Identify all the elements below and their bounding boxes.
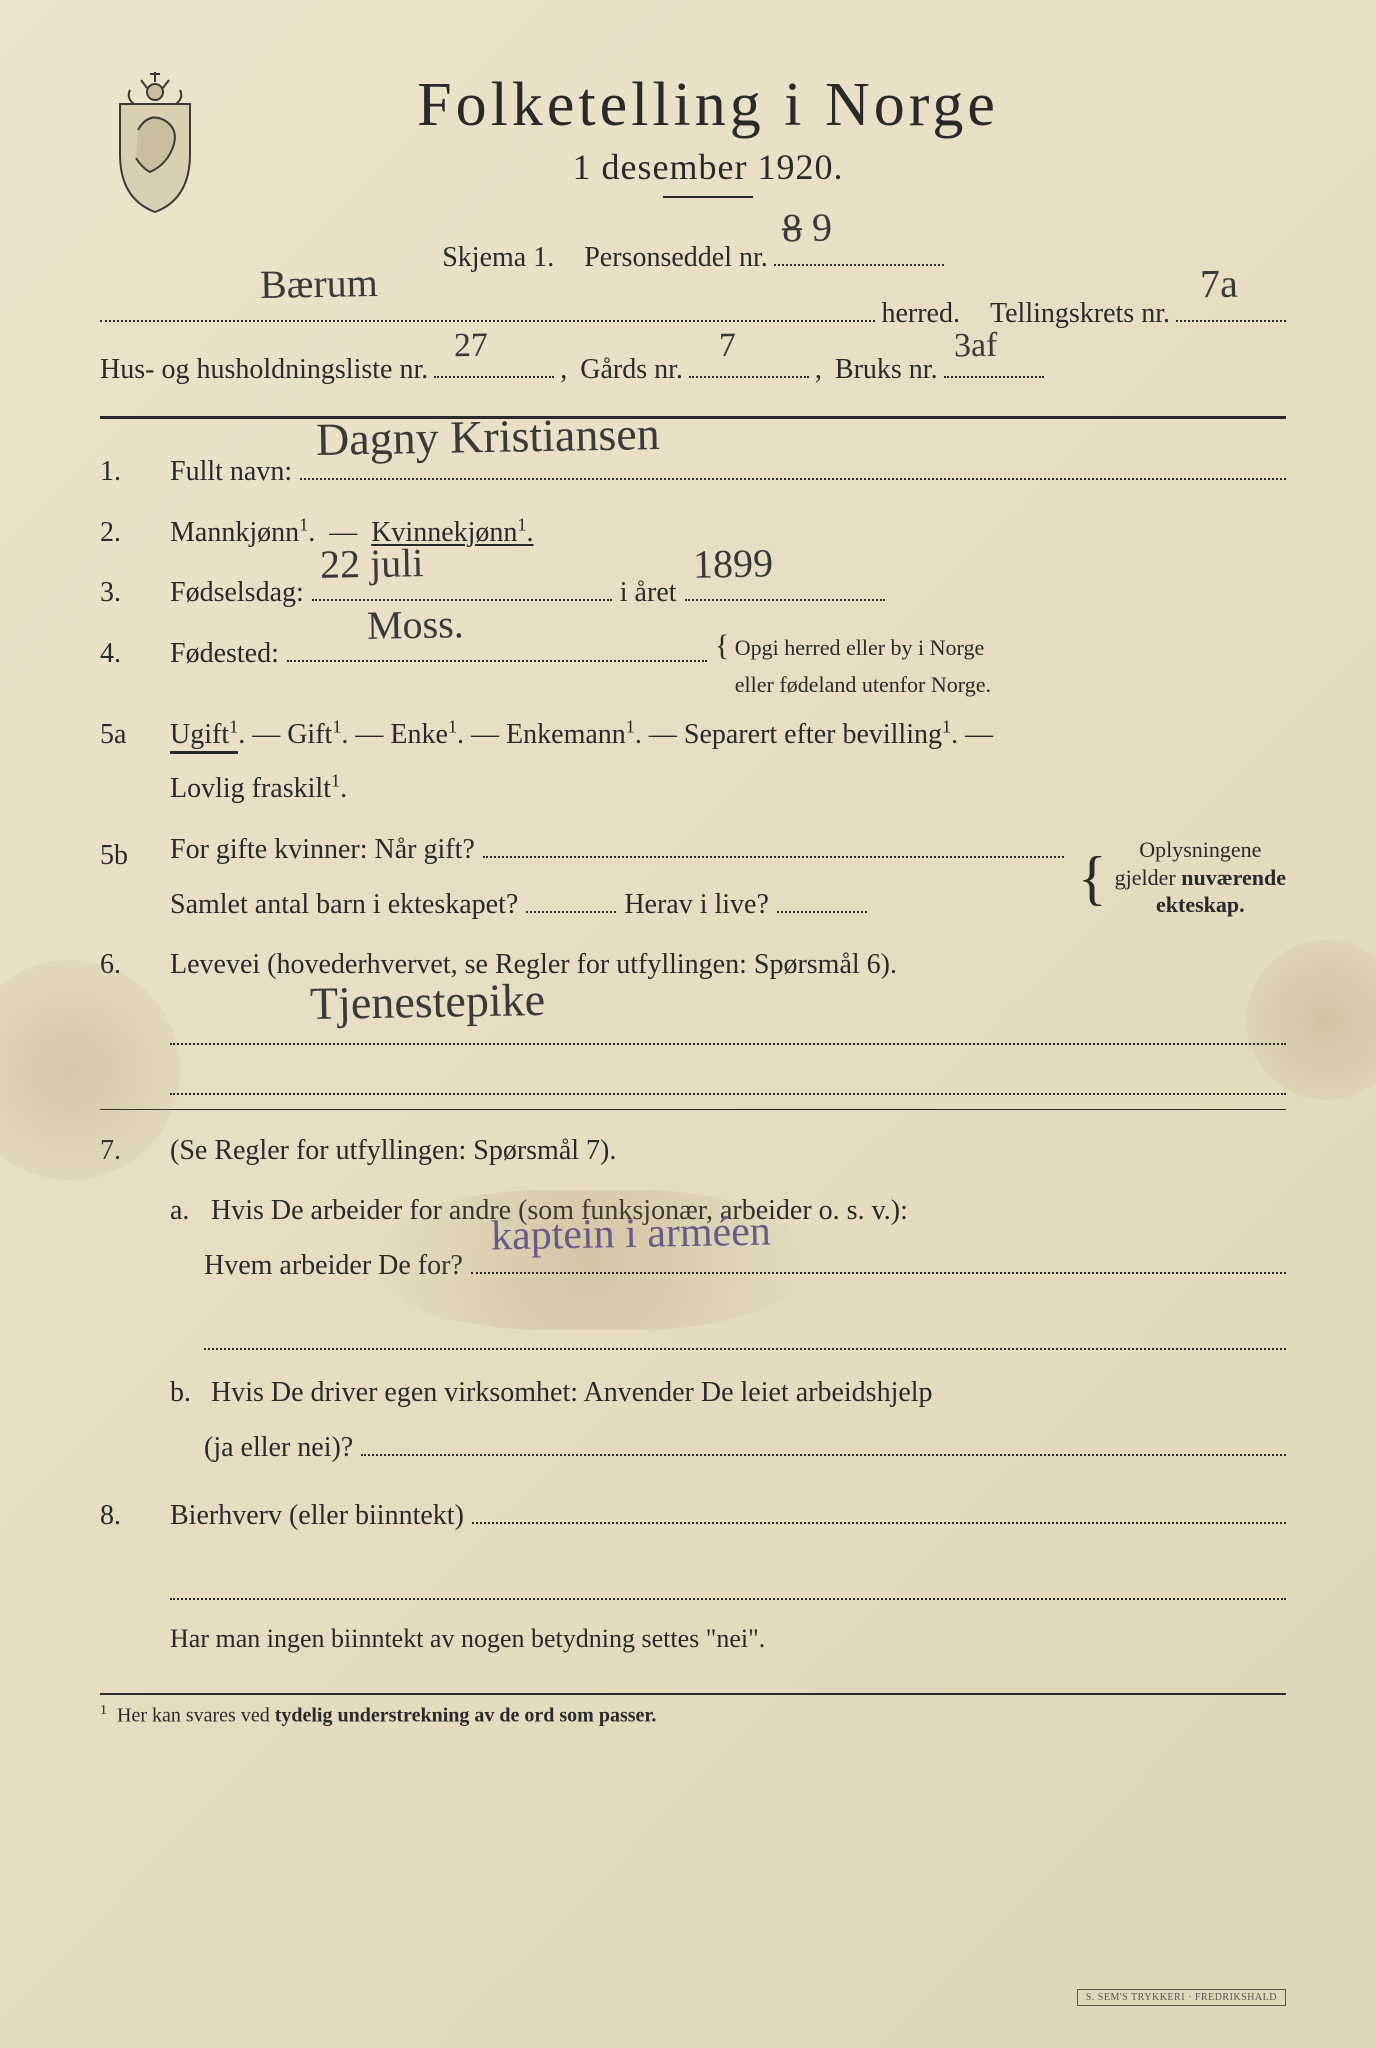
q6-value: Tjenestepike [309,955,546,1049]
hus-value: 27 [454,312,489,381]
header: Folketelling i Norge 1 desember 1920. [100,60,1286,220]
q6-rule [100,1109,1286,1110]
q5a-num: 5a [100,708,152,763]
hus-field: 27 [434,345,554,378]
section-rule [100,416,1286,419]
bruks-field: 3af [944,345,1044,378]
bruks-value: 3af [953,312,998,381]
q7b-line2-label: (ja eller nei)? [204,1421,353,1476]
q5b-gift-field [483,825,1064,858]
personseddel-label: Personseddel nr. [584,230,768,286]
q8-note: Har man ingen biinntekt av nogen betydni… [170,1614,1286,1665]
personseddel-value: 8 9 [781,188,832,269]
q7: 7. (Se Regler for utfyllingen: Spørsmål … [100,1124,1286,1179]
q8-field [472,1491,1286,1524]
herred-field: Bærum [100,289,875,322]
q6-num: 6. [100,938,152,993]
q4-value: Moss. [366,585,464,665]
herred-label: herred. [881,286,960,342]
q3: 3. Fødselsdag: 22 juli i året 1899 [100,566,1286,621]
hus-label: Hus- og husholdningsliste nr. [100,342,428,398]
q4-label: Fødested: [170,627,279,682]
q7-intro: (Se Regler for utfyllingen: Spørsmål 7). [170,1135,616,1166]
questions: 1. Fullt navn: Dagny Kristiansen 2. Mann… [100,445,1286,1665]
q8-field-2 [170,1562,1286,1600]
gards-field: 7 [689,345,809,378]
q5a-ugift: Ugift1 [170,719,238,754]
q4: 4. Fødested: Moss. { Opgi herred eller b… [100,627,1286,702]
q4-field: Moss. [287,629,707,662]
tellingskrets-field: 7a [1176,289,1286,322]
q8-num: 8. [100,1489,152,1544]
footnote: 1 Her kan svares ved tydelig understrekn… [100,1703,1286,1728]
q5b-line2a-label: Samlet antal barn i ekteskapet? [170,878,518,933]
personseddel-field: 8 9 [774,233,944,266]
q7b-letter: b. [170,1366,204,1421]
q7-num: 7. [100,1124,152,1179]
q8: 8. Bierhverv (eller biinntekt) [100,1489,1286,1544]
q7b: b. Hvis De driver egen virksomhet: Anven… [170,1366,1286,1475]
footnote-rule [100,1693,1286,1695]
q1-value: Dagny Kristiansen [315,389,660,485]
printer-stamp: S. SEM'S TRYKKERI · FREDRIKSHALD [1077,1989,1286,2006]
q1: 1. Fullt navn: Dagny Kristiansen [100,445,1286,500]
coat-of-arms-icon [100,70,210,220]
main-title: Folketelling i Norge [240,70,1176,141]
meta-block: Skjema 1. Personseddel nr. 8 9 Bærum her… [100,230,1286,398]
q6: 6. Levevei (hovederhvervet, se Regler fo… [100,938,1286,993]
q4-num: 4. [100,627,152,682]
q7a-letter: a. [170,1184,204,1239]
q5b-line1-label: For gifte kvinner: Når gift? [170,823,475,878]
q5b-barn-field [526,880,616,913]
q6-field: Tjenestepike [170,999,1286,1045]
q5b-live-field [777,880,867,913]
q3-label: Fødselsdag: [170,566,304,621]
q5b-num: 5b [100,829,152,884]
q5a-enkemann: Enkemann1 [506,719,635,750]
q7a-field: kaptein i arméen [471,1241,1286,1274]
q5a-fraskilt: Lovlig fraskilt1 [170,773,340,804]
q2-mann: Mannkjønn1. [170,517,315,548]
skjema-label: Skjema 1. [442,230,554,286]
title-block: Folketelling i Norge 1 desember 1920. [240,60,1286,216]
q5a-gift: Gift1 [287,719,341,750]
q7b-field [361,1423,1286,1456]
q7a-value: kaptein i arméen [490,1192,771,1279]
q5b-line2b-label: Herav i live? [624,878,769,933]
q6-field-2 [170,1049,1286,1095]
tellingskrets-value: 7a [1199,244,1238,325]
q4-note: { Opgi herred eller by i Norge { eller f… [715,627,991,702]
herred-value: Bærum [259,243,378,325]
q7a-line2-label: Hvem arbeider De for? [204,1239,463,1294]
q1-label: Fullt navn: [170,445,292,500]
q7a-field-2 [204,1312,1286,1350]
bruks-label: Bruks nr. [835,342,938,398]
meta-line-2: Bærum herred. Tellingskrets nr. 7a [100,286,1286,342]
q5a: 5a Ugift1. — Gift1. — Enke1. — Enkemann1… [100,708,1286,817]
q7b-line1: Hvis De driver egen virksomhet: Anvender… [211,1377,933,1408]
q5b-note: { Oplysningene gjelder nuværende ekteska… [1078,836,1286,919]
q7a: a. Hvis De arbeider for andre (som funks… [170,1184,1286,1350]
q1-field: Dagny Kristiansen [300,447,1286,480]
q3-num: 3. [100,566,152,621]
q8-label: Bierhverv (eller biinntekt) [170,1489,464,1544]
q3-year-field: 1899 [685,568,885,601]
q3-year-label: i året [620,566,677,621]
subtitle: 1 desember 1920. [240,146,1176,188]
meta-line-3: Hus- og husholdningsliste nr. 27 , Gårds… [100,342,1286,398]
q1-num: 1. [100,445,152,500]
census-form-page: Folketelling i Norge 1 desember 1920. Sk… [0,0,1376,2048]
q2-num: 2. [100,506,152,561]
gards-value: 7 [718,312,736,380]
tellingskrets-label: Tellingskrets nr. [990,286,1170,342]
q5a-enke: Enke1 [390,719,457,750]
q5a-separert: Separert efter bevilling1 [684,719,951,750]
title-rule [663,196,753,198]
q5b: 5b For gifte kvinner: Når gift? Samlet a… [100,823,1286,932]
q3-year-value: 1899 [692,524,773,603]
